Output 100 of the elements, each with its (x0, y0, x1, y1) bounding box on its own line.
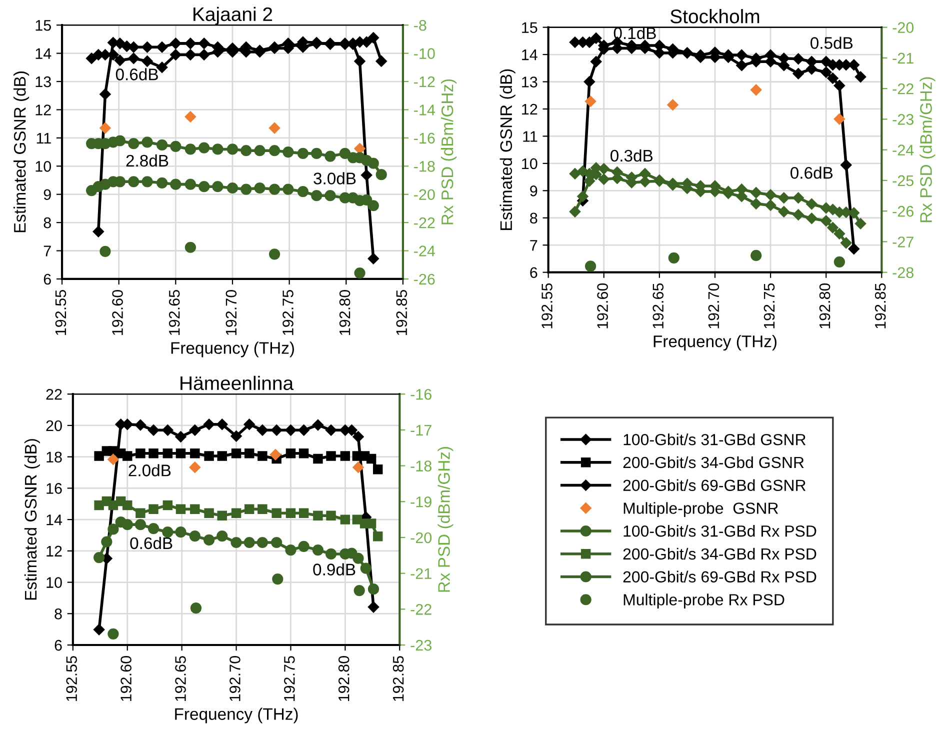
x-tick-label: 192.65 (652, 283, 664, 328)
y-tick-label: 22 (46, 388, 62, 400)
y2-tick-label: -23 (892, 114, 914, 125)
y2-tick-label: -14 (414, 104, 435, 116)
y-tick-label: 20 (46, 420, 62, 432)
y2-axis-title: Rx PSD (dBm/GHz) (920, 77, 936, 222)
annotation: 0.1dB (614, 26, 656, 40)
y2-tick-label: -28 (892, 267, 914, 278)
y-tick-label: 10 (46, 577, 62, 588)
annotation: 0.9dB (313, 563, 356, 576)
chart-title: Kajaani 2 (194, 6, 272, 25)
y2-tick-label: -18 (414, 161, 435, 172)
y-tick-label: 7 (530, 240, 538, 251)
annotation: 3.0dB (314, 172, 356, 184)
y2-tick-label: -10 (414, 48, 435, 59)
y2-tick-label: -26 (414, 274, 435, 285)
y2-tick-label: -12 (414, 76, 435, 88)
y-tick-label: 13 (522, 76, 538, 88)
y2-tick-label: -22 (410, 604, 432, 615)
y-tick-label: 12 (46, 546, 62, 556)
x-tick-label: 192.70 (708, 283, 720, 328)
legend-label: 200-Gbit/s 34-GBd Rx PSD (623, 548, 816, 560)
y2-tick-label: -21 (410, 568, 432, 579)
x-tick-label: 192.75 (764, 283, 775, 328)
x-tick-label: 192.80 (339, 290, 350, 335)
x-tick-label: 192.55 (66, 656, 78, 701)
y2-tick-label: -20 (414, 189, 435, 200)
chart-title: Stockholm (670, 9, 760, 24)
y-tick-label: 11 (36, 132, 51, 144)
y2-tick-label: -24 (892, 144, 914, 156)
y-tick-label: 14 (46, 514, 62, 526)
y2-tick-label: -26 (892, 206, 914, 217)
y-tick-label: 15 (36, 20, 51, 31)
y-tick-label: 12 (522, 104, 538, 115)
y-axis-title: Estimated GSNR (dB) (24, 439, 40, 600)
annotation: 0.3dB (610, 149, 653, 162)
y2-tick-label: -18 (410, 460, 432, 472)
annotation: 0.6dB (116, 68, 158, 80)
x-tick-label: 192.80 (338, 656, 350, 701)
x-tick-label: 192.60 (597, 283, 608, 328)
x-tick-label: 192.70 (230, 656, 240, 701)
legend-label: Multiple-probe Rx PSD (624, 594, 784, 609)
y-tick-label: 6 (530, 267, 538, 278)
y2-axis-title: Rx PSD (dBm/GHz) (438, 446, 454, 592)
x-tick-label: 192.85 (396, 290, 408, 335)
y2-tick-label: -8 (414, 20, 426, 31)
y2-tick-label: -19 (410, 496, 432, 508)
y-tick-label: 14 (36, 48, 52, 59)
y-tick-label: 12 (36, 104, 51, 116)
y-tick-label: 10 (36, 161, 52, 172)
annotation: 0.6dB (130, 536, 172, 550)
y2-tick-label: -27 (892, 236, 914, 248)
y2-tick-label: -20 (892, 22, 914, 33)
y2-tick-label: -16 (414, 132, 435, 144)
x-axis-title: Frequency (THz) (654, 335, 776, 351)
x-tick-label: 192.85 (874, 283, 886, 328)
x-tick-label: 192.80 (819, 283, 830, 328)
chart-title: Hämeenlinna (180, 376, 294, 390)
y-tick-label: 18 (46, 452, 62, 463)
y-tick-label: 16 (46, 483, 62, 494)
y-axis-title: Estimated GSNR (dB) (14, 72, 30, 232)
y-tick-label: 6 (44, 274, 51, 285)
y2-tick-label: -16 (410, 388, 432, 400)
y-tick-label: 14 (522, 50, 538, 60)
annotation: 2.0dB (128, 464, 171, 476)
x-tick-label: 192.70 (226, 290, 237, 335)
y2-tick-label: -21 (892, 52, 914, 64)
x-tick-label: 192.55 (542, 283, 552, 328)
annotation: 2.8dB (126, 154, 168, 167)
y-tick-label: 15 (522, 22, 538, 33)
y-tick-label: 8 (54, 608, 62, 620)
y2-tick-label: -20 (410, 532, 432, 544)
x-tick-label: 192.60 (112, 290, 123, 335)
x-tick-label: 192.55 (55, 290, 66, 335)
legend-label: Multiple-probe GSNR (624, 502, 778, 518)
x-axis-title: Frequency (THz) (175, 708, 298, 724)
x-tick-label: 192.65 (168, 290, 180, 335)
y-axis-title: Estimated GSNR (dB) (500, 69, 516, 230)
y-tick-label: 9 (530, 186, 538, 196)
y-tick-label: 8 (530, 212, 538, 224)
y-tick-label: 10 (522, 158, 538, 170)
y2-tick-label: -23 (410, 640, 432, 651)
y2-tick-label: -17 (410, 424, 432, 436)
x-tick-label: 192.85 (392, 656, 404, 701)
y-tick-label: 9 (44, 189, 51, 200)
legend-label: 200-Gbit/s 34-Gbd GSNR (623, 456, 804, 468)
legend-label: 100-Gbit/s 31-GBd GSNR (624, 434, 806, 446)
annotation: 0.6dB (790, 166, 833, 179)
y2-axis-title: Rx PSD (dBm/GHz) (441, 79, 457, 224)
y-tick-label: 13 (36, 76, 51, 88)
y-tick-label: 8 (44, 217, 51, 228)
y2-tick-label: -22 (414, 217, 435, 228)
y-tick-label: 11 (523, 131, 538, 142)
legend-label: 200-Gbit/s 69-GBd GSNR (623, 479, 806, 492)
x-axis-title: Frequency (THz) (171, 342, 294, 358)
x-tick-label: 192.65 (175, 656, 186, 701)
x-tick-label: 192.75 (282, 290, 294, 335)
annotation: 0.5dB (810, 36, 853, 49)
x-tick-label: 192.75 (284, 656, 295, 701)
y-tick-label: 6 (54, 640, 62, 651)
